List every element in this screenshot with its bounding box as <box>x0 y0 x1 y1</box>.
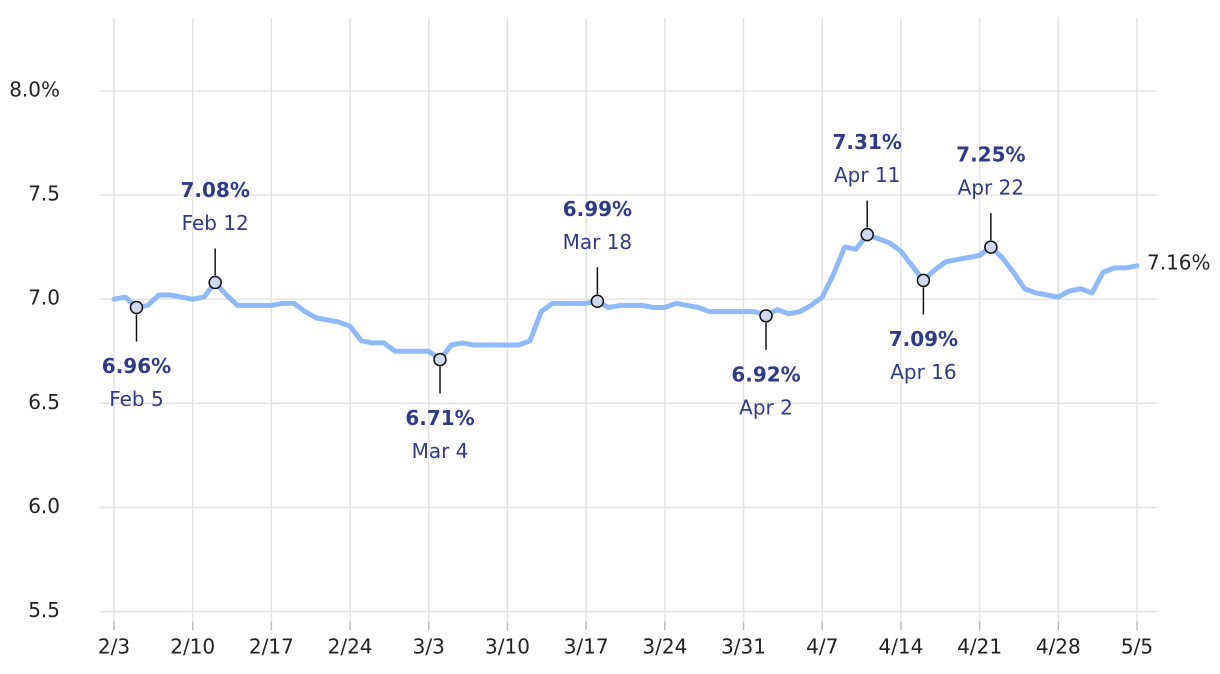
x-tick-label: 4/28 <box>1036 635 1081 659</box>
value-label: 6.92% <box>731 362 800 386</box>
y-tick-label: 7.0 <box>28 286 60 310</box>
value-label: 7.09% <box>889 327 958 351</box>
value-label: 6.71% <box>405 406 474 430</box>
x-tick-label: 3/10 <box>485 635 530 659</box>
value-label: 7.25% <box>956 143 1025 167</box>
date-label: Apr 22 <box>958 176 1024 200</box>
x-tick-label: 4/7 <box>806 635 838 659</box>
point <box>590 294 605 309</box>
value-label: 7.08% <box>180 178 249 202</box>
end-label: 7.16% <box>1147 250 1211 274</box>
x-tick-label: 2/24 <box>328 635 373 659</box>
y-tick-label: 6.5 <box>28 390 60 414</box>
point <box>129 300 144 315</box>
x-tick-label: 3/17 <box>564 635 609 659</box>
x-tick-label: 2/10 <box>170 635 215 659</box>
point <box>860 227 874 242</box>
point <box>433 352 447 367</box>
y-tick-label: 6.0 <box>28 494 60 518</box>
point <box>759 309 773 323</box>
point <box>916 273 931 288</box>
x-tick-label: 5/5 <box>1121 635 1153 659</box>
x-tick-label: 2/17 <box>249 635 294 659</box>
date-label: Mar 18 <box>563 230 633 254</box>
x-tick-label: 3/24 <box>642 635 687 659</box>
x-tick-label: 4/14 <box>878 635 923 659</box>
value-label: 6.96% <box>102 354 171 378</box>
line <box>111 232 1140 363</box>
date-label: Mar 4 <box>412 439 469 463</box>
x-tick-label: 4/21 <box>957 635 1002 659</box>
x-tick-label: 3/3 <box>413 635 445 659</box>
x-tick-label: 2/3 <box>98 635 130 659</box>
date-label: Feb 5 <box>109 387 164 411</box>
value-label: 6.99% <box>563 197 632 221</box>
date-label: Apr 2 <box>739 395 793 419</box>
x-tick-label: 3/31 <box>721 635 766 659</box>
date-label: Apr 16 <box>890 360 956 384</box>
date-label: Apr 11 <box>834 163 900 187</box>
y-tick-label: 5.5 <box>28 598 60 622</box>
y-tick-label: 8.0% <box>9 77 60 101</box>
value-label: 7.31% <box>833 130 902 154</box>
point <box>984 240 998 254</box>
date-label: Feb 12 <box>182 211 249 235</box>
y-tick-label: 7.5 <box>28 182 60 206</box>
point <box>208 275 222 290</box>
